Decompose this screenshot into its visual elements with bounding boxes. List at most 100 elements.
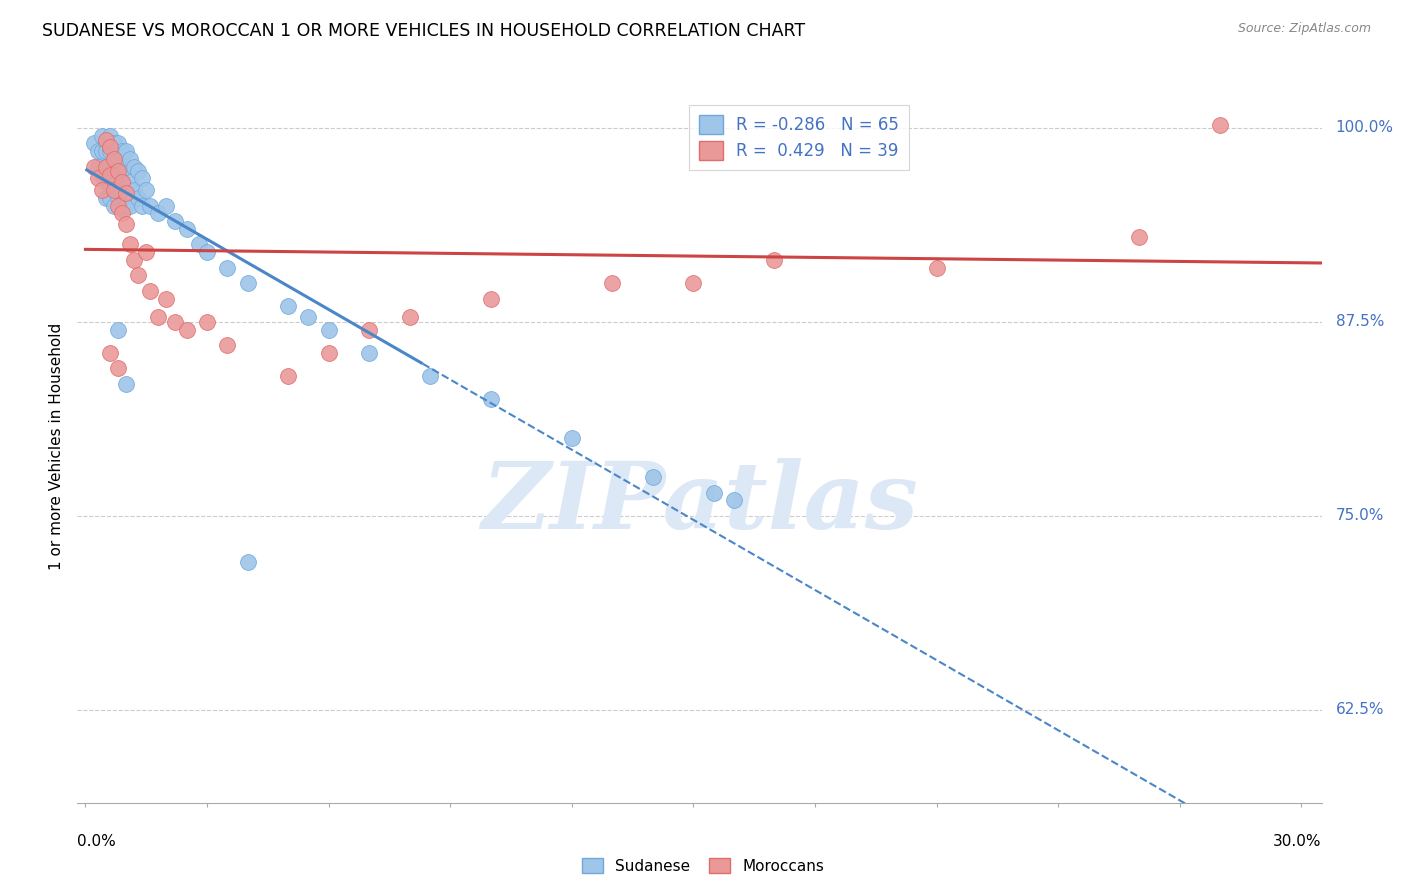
Point — [98, 160, 121, 174]
Point — [115, 180, 138, 194]
Point — [118, 152, 141, 166]
Point — [561, 431, 583, 445]
Point — [131, 170, 153, 185]
Point — [107, 136, 129, 151]
Point — [155, 292, 177, 306]
Point — [127, 164, 149, 178]
Point — [195, 315, 218, 329]
Point — [641, 470, 664, 484]
Point — [83, 160, 105, 174]
Point — [98, 139, 121, 153]
Point — [1128, 229, 1150, 244]
Point — [86, 170, 108, 185]
Point — [115, 198, 138, 212]
Point — [107, 191, 129, 205]
Point — [103, 183, 125, 197]
Point — [111, 145, 134, 159]
Point — [127, 268, 149, 283]
Point — [479, 292, 502, 306]
Text: 0.0%: 0.0% — [77, 834, 117, 849]
Point — [236, 276, 259, 290]
Point — [131, 198, 153, 212]
Point — [115, 145, 138, 159]
Point — [359, 346, 381, 360]
Point — [111, 202, 134, 216]
Point — [277, 299, 299, 313]
Point — [217, 338, 239, 352]
Point — [318, 323, 340, 337]
Point — [98, 346, 121, 360]
Point — [103, 198, 125, 212]
Text: 62.5%: 62.5% — [1336, 702, 1384, 717]
Point — [107, 361, 129, 376]
Point — [83, 136, 105, 151]
Point — [111, 183, 134, 197]
Point — [98, 145, 121, 159]
Point — [94, 133, 117, 147]
Point — [139, 284, 162, 298]
Point — [103, 152, 125, 166]
Point — [163, 315, 186, 329]
Point — [115, 186, 138, 201]
Point — [90, 168, 112, 182]
Point — [479, 392, 502, 407]
Point — [703, 485, 725, 500]
Text: SUDANESE VS MOROCCAN 1 OR MORE VEHICLES IN HOUSEHOLD CORRELATION CHART: SUDANESE VS MOROCCAN 1 OR MORE VEHICLES … — [42, 22, 806, 40]
Point — [682, 276, 704, 290]
Point — [94, 175, 117, 189]
Point — [139, 198, 162, 212]
Point — [103, 152, 125, 166]
Point — [135, 183, 157, 197]
Point — [135, 245, 157, 260]
Point — [122, 183, 145, 197]
Point — [98, 175, 121, 189]
Point — [398, 310, 420, 325]
Point — [176, 323, 198, 337]
Point — [98, 168, 121, 182]
Point — [115, 376, 138, 391]
Point — [1209, 118, 1232, 132]
Point — [318, 346, 340, 360]
Point — [90, 128, 112, 143]
Point — [111, 206, 134, 220]
Point — [111, 160, 134, 174]
Point — [217, 260, 239, 275]
Point — [122, 252, 145, 267]
Point — [94, 145, 117, 159]
Point — [118, 198, 141, 212]
Point — [103, 168, 125, 182]
Point — [103, 136, 125, 151]
Point — [86, 145, 108, 159]
Point — [419, 369, 441, 384]
Point — [359, 323, 381, 337]
Point — [111, 175, 134, 189]
Text: 100.0%: 100.0% — [1336, 120, 1393, 136]
Point — [94, 160, 117, 174]
Point — [723, 493, 745, 508]
Point — [98, 128, 121, 143]
Point — [107, 164, 129, 178]
Point — [98, 191, 121, 205]
Text: 30.0%: 30.0% — [1274, 834, 1322, 849]
Point — [115, 160, 138, 174]
Point — [103, 183, 125, 197]
Point — [297, 310, 319, 325]
Point — [176, 222, 198, 236]
Point — [602, 276, 624, 290]
Point — [187, 237, 209, 252]
Point — [118, 175, 141, 189]
Point — [277, 369, 299, 384]
Point — [236, 555, 259, 569]
Point — [107, 198, 129, 212]
Point — [155, 198, 177, 212]
Point — [115, 217, 138, 231]
Point — [107, 152, 129, 166]
Text: ZIPatlas: ZIPatlas — [481, 458, 918, 548]
Text: Source: ZipAtlas.com: Source: ZipAtlas.com — [1237, 22, 1371, 36]
Point — [90, 183, 112, 197]
Point — [127, 191, 149, 205]
Point — [195, 245, 218, 260]
Point — [122, 160, 145, 174]
Point — [925, 260, 948, 275]
Point — [148, 310, 170, 325]
